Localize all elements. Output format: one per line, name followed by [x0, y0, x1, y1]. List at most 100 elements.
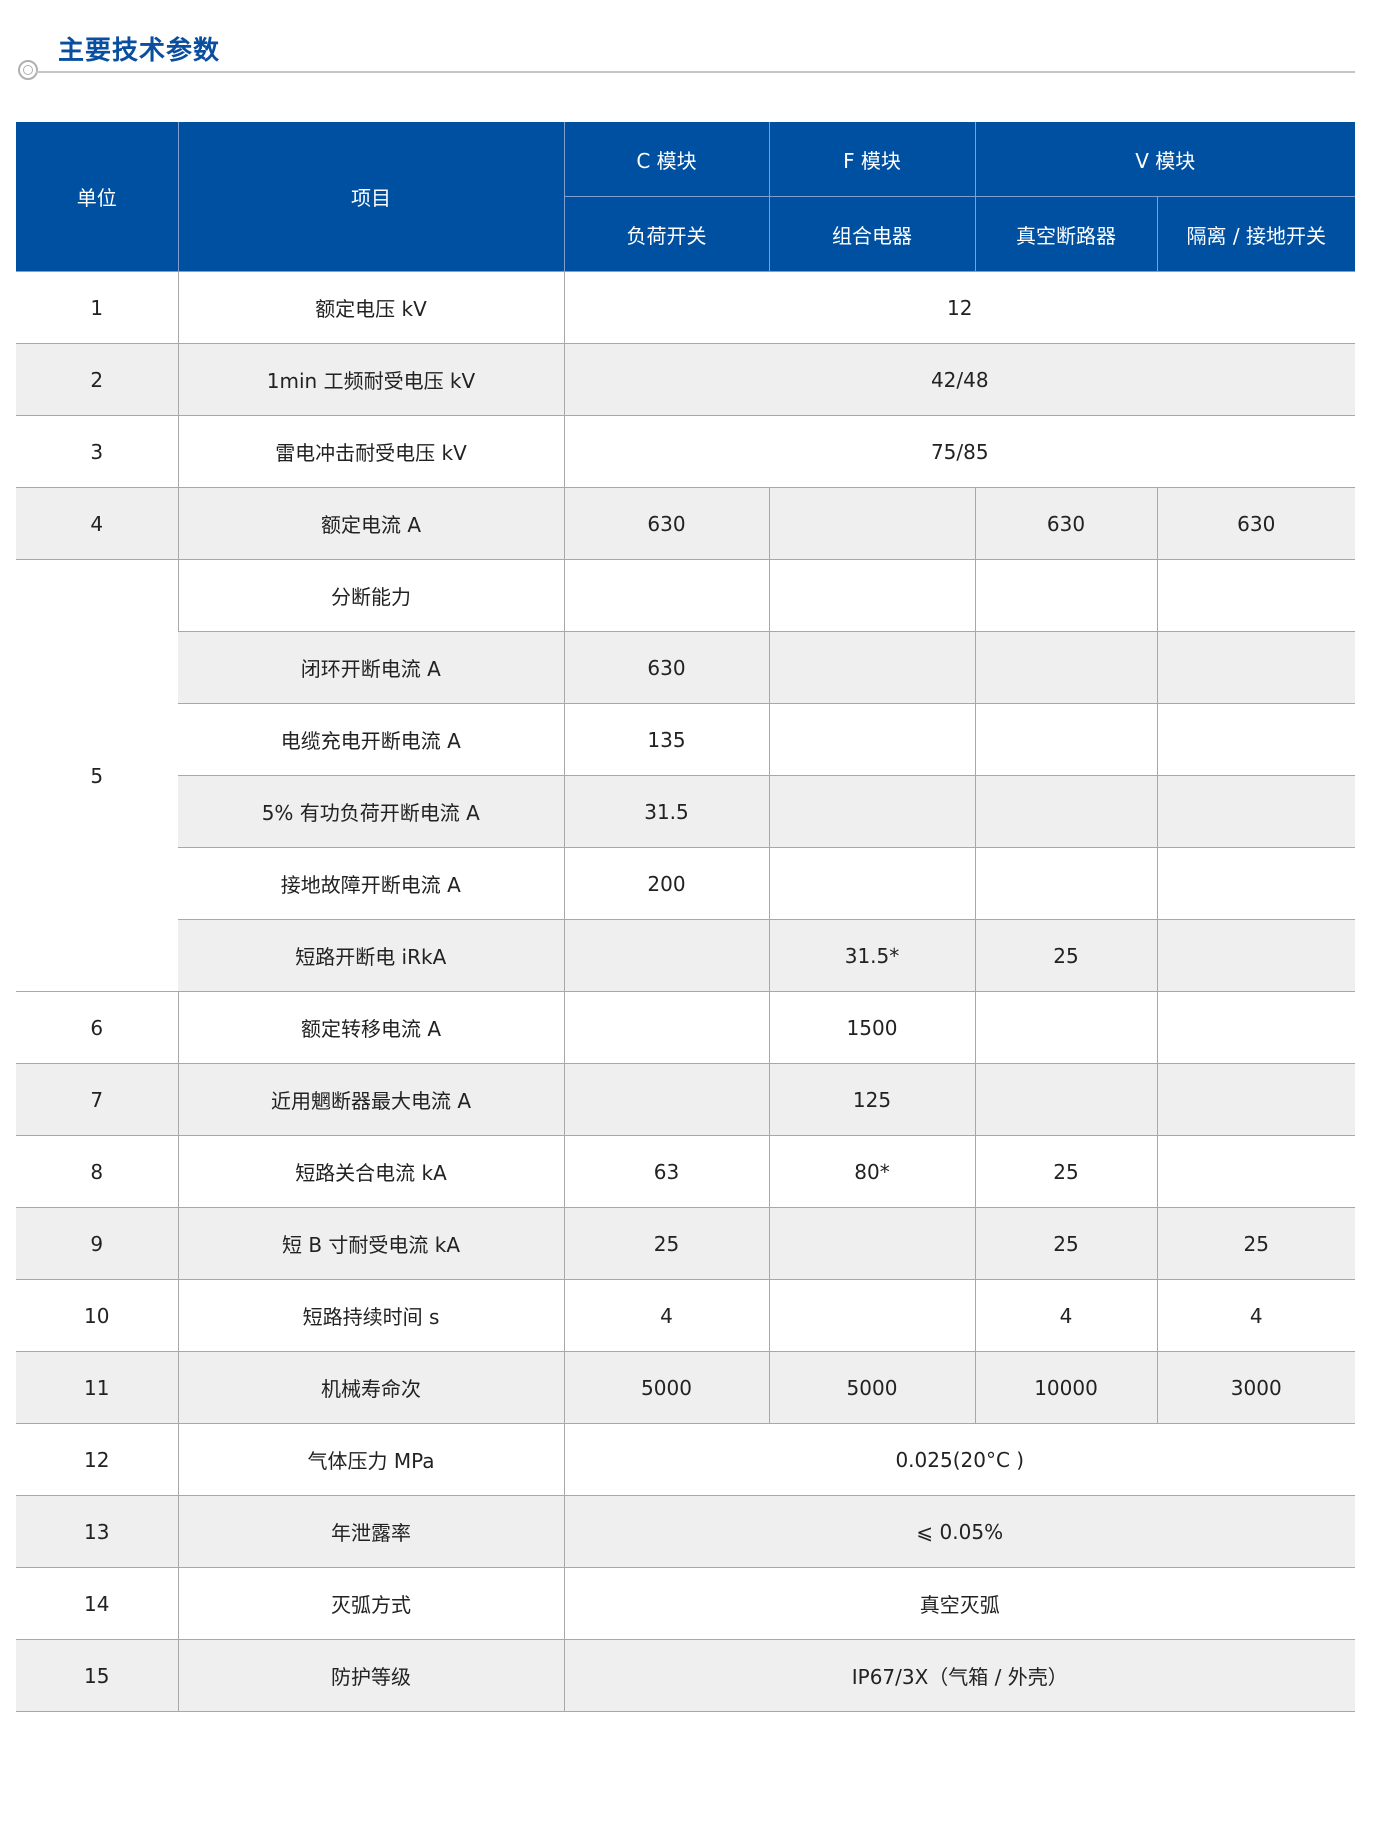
header-sub: 隔离 / 接地开关 — [1156, 196, 1356, 272]
row-value — [974, 703, 1157, 776]
spec-table: 单位 项目 C 模块 F 模块 V 模块 负荷开关 组合电器 真空断路器 隔离 … — [16, 122, 1356, 1712]
row-item: 防护等级 — [177, 1639, 564, 1712]
row-value: 25 — [974, 919, 1157, 992]
row-value — [1156, 631, 1356, 704]
header-unit: 单位 — [16, 122, 179, 272]
row-item: 接地故障开断电流 A — [178, 847, 564, 920]
row-value: 3000 — [1156, 1351, 1356, 1424]
row-value: 630 — [1156, 487, 1356, 560]
row-value: 630 — [563, 487, 769, 560]
table-row: 2 1min 工频耐受电压 kV 42/48 — [16, 343, 1356, 416]
row-value — [1156, 1135, 1356, 1208]
header-sub: 负荷开关 — [564, 196, 770, 272]
row-value: 200 — [563, 847, 769, 920]
row-value — [563, 919, 769, 992]
row-value: 630 — [974, 487, 1157, 560]
row-unit: 5 — [16, 559, 178, 992]
row-value — [768, 487, 975, 560]
row-unit: 2 — [16, 343, 178, 416]
table-row: 5 分断能力 — [16, 559, 1356, 992]
table-row: 接地故障开断电流 A 200 — [16, 847, 1356, 920]
table-row: 6 额定转移电流 A 1500 — [16, 991, 1356, 1064]
header-item: 项目 — [177, 122, 565, 272]
header-group-c: C 模块 — [563, 122, 770, 197]
row-value — [974, 559, 1157, 632]
row-value: 1500 — [768, 991, 975, 1064]
row-value — [1156, 703, 1356, 776]
row-item: 短路开断电 iRkA — [178, 919, 564, 992]
title-divider — [36, 71, 1355, 73]
table-row: 闭环开断电流 A 630 — [16, 631, 1356, 704]
row-value — [768, 1207, 975, 1280]
table-row: 4 额定电流 A 630 630 630 — [16, 487, 1356, 560]
row-value — [768, 559, 975, 632]
row-item: 闭环开断电流 A — [178, 631, 564, 704]
row-item: 额定电压 kV — [177, 271, 564, 344]
row-item: 年泄露率 — [177, 1495, 564, 1568]
row-unit: 4 — [16, 487, 178, 560]
row-unit: 10 — [16, 1279, 178, 1352]
row-value — [974, 1063, 1157, 1136]
row-item: 机械寿命次 — [177, 1351, 564, 1424]
row-item: 短路持续时间 s — [177, 1279, 564, 1352]
header-group-f: F 模块 — [768, 122, 976, 197]
row-unit: 3 — [16, 415, 178, 488]
table-row: 3 雷电冲击耐受电压 kV 75/85 — [16, 415, 1356, 488]
row-item: 短路关合电流 kA — [177, 1135, 564, 1208]
row-value: 63 — [563, 1135, 769, 1208]
row-value: 5000 — [768, 1351, 975, 1424]
header-group-v: V 模块 — [974, 122, 1356, 197]
table-row: 1 额定电压 kV 12 — [16, 271, 1356, 344]
row-unit: 13 — [16, 1495, 178, 1568]
table-row: 电缆充电开断电流 A 135 — [16, 703, 1356, 776]
row-value: 630 — [563, 631, 769, 704]
row-item: 雷电冲击耐受电压 kV — [177, 415, 564, 488]
row-value: 4 — [974, 1279, 1157, 1352]
row-value: 31.5 — [563, 775, 769, 848]
row-value — [1156, 775, 1356, 848]
row-value: 25 — [974, 1135, 1157, 1208]
row-unit: 12 — [16, 1423, 178, 1496]
table-row: 5% 有功负荷开断电流 A 31.5 — [16, 775, 1356, 848]
row-unit: 14 — [16, 1567, 178, 1640]
table-row: 14 灭弧方式 真空灭弧 — [16, 1567, 1356, 1640]
row-item: 额定转移电流 A — [177, 991, 564, 1064]
row-value-merged: 75/85 — [563, 415, 1356, 488]
row-value — [563, 991, 769, 1064]
table-row: 13 年泄露率 ⩽ 0.05% — [16, 1495, 1356, 1568]
row-item: 1min 工频耐受电压 kV — [177, 343, 564, 416]
row-value — [1156, 847, 1356, 920]
table-row: 12 气体压力 MPa 0.025(20°C ) — [16, 1423, 1356, 1496]
row-value — [768, 775, 975, 848]
row-value-merged: ⩽ 0.05% — [563, 1495, 1356, 1568]
row-unit: 8 — [16, 1135, 178, 1208]
row-item: 电缆充电开断电流 A — [178, 703, 564, 776]
row-value — [768, 703, 975, 776]
row-value: 125 — [768, 1063, 975, 1136]
row-value — [974, 847, 1157, 920]
row-value: 25 — [1156, 1207, 1356, 1280]
row-value: 4 — [563, 1279, 769, 1352]
row-value: 135 — [563, 703, 769, 776]
row-value — [768, 631, 975, 704]
row-value — [974, 631, 1157, 704]
table-row: 7 近用魍断器最大电流 A 125 — [16, 1063, 1356, 1136]
row-value — [1156, 919, 1356, 992]
row-unit: 1 — [16, 271, 178, 344]
row-value: 5000 — [563, 1351, 769, 1424]
section-bullet-icon — [18, 60, 38, 80]
row-item: 气体压力 MPa — [177, 1423, 564, 1496]
row-value-merged: IP67/3X（气箱 / 外壳） — [563, 1639, 1356, 1712]
table-row: 11 机械寿命次 5000 5000 10000 3000 — [16, 1351, 1356, 1424]
row-value: 25 — [563, 1207, 769, 1280]
row-value: 25 — [974, 1207, 1157, 1280]
row-value — [974, 991, 1157, 1064]
row-value — [563, 1063, 769, 1136]
page-title: 主要技术参数 — [58, 36, 221, 66]
row-value — [563, 559, 769, 632]
row-unit: 15 — [16, 1639, 178, 1712]
row-value-merged: 0.025(20°C ) — [563, 1423, 1356, 1496]
row-value — [974, 775, 1157, 848]
